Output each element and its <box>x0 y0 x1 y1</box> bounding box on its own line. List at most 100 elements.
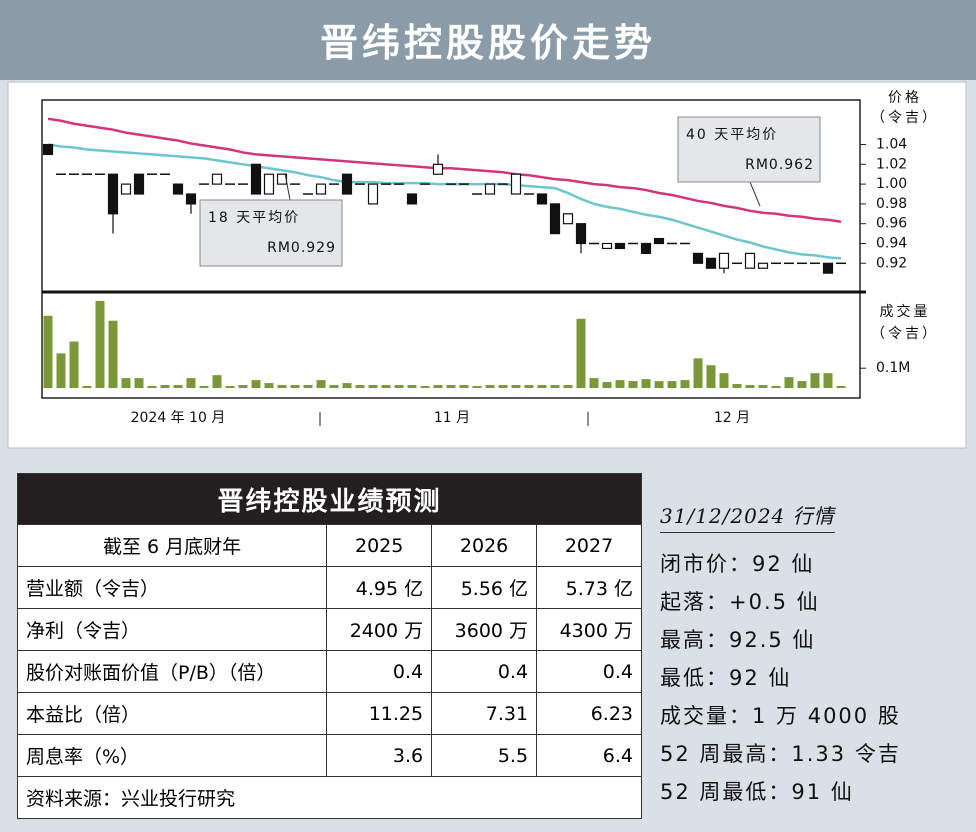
table-cell: 0.4 <box>431 650 538 693</box>
y-tick-label: 0.92 <box>876 255 907 271</box>
volume-bar <box>641 379 651 388</box>
volume-bar <box>693 358 703 388</box>
candle-body <box>341 173 353 195</box>
table-title: 晋纬控股业绩预测 <box>17 473 642 525</box>
volume-bar <box>433 385 443 388</box>
volume-bar <box>563 385 573 388</box>
volume-bar <box>316 380 326 388</box>
market-line: 成交量：1 万 4000 股 <box>660 704 901 728</box>
table-row: 营业额（令吉） 4.95 亿 5.56 亿 5.73 亿 <box>16 566 642 609</box>
volume-bar <box>238 385 248 388</box>
annotation-leader <box>284 172 291 201</box>
volume-bar <box>368 385 378 388</box>
table-header-row: 截至 6 月底财年 2025 2026 2027 <box>16 524 642 567</box>
volume-bar <box>95 300 105 388</box>
volume-bar <box>407 385 417 388</box>
y-axis-label: 价格 <box>888 90 922 106</box>
y-tick-label: 1.02 <box>876 156 907 172</box>
y-axis-label: （令吉） <box>871 326 939 342</box>
candle-body <box>536 193 548 205</box>
candle-body <box>718 252 730 269</box>
y-tick-label: 1.00 <box>876 176 907 192</box>
market-line: 52 周最高：1.33 令吉 <box>660 742 901 766</box>
table-cell: 6.23 <box>536 692 642 735</box>
market-panel: 31/12/2024 行情 闭市价：92 仙起落：+0.5 仙最高：92.5 仙最… <box>660 500 970 811</box>
candle-body <box>42 143 54 156</box>
candle-body <box>406 193 418 205</box>
volume-bar <box>680 380 690 388</box>
volume-bar <box>550 385 560 388</box>
table-header-cell: 2027 <box>536 524 642 567</box>
volume-bar <box>264 383 274 388</box>
candle-body <box>549 203 561 235</box>
market-line: 52 周最低：91 仙 <box>660 780 854 804</box>
table-header-cell: 2025 <box>326 524 433 567</box>
table-cell: 5.5 <box>431 734 538 777</box>
volume-bar <box>576 318 586 388</box>
volume-bar <box>134 378 144 388</box>
volume-bar <box>758 385 768 388</box>
candle-body <box>705 257 717 269</box>
volume-bar <box>732 384 742 388</box>
candle-body <box>211 173 223 185</box>
candle-body <box>640 242 652 254</box>
candle-body <box>484 183 496 195</box>
annotation-box <box>199 199 343 267</box>
market-line: 起落：+0.5 仙 <box>660 590 820 614</box>
table-cell: 净利（令吉） <box>16 608 328 651</box>
volume-bar <box>654 381 664 388</box>
volume-bar <box>537 385 547 388</box>
table-title-row: 晋纬控股业绩预测 <box>17 473 642 525</box>
y-tick-label: 1.04 <box>876 137 907 153</box>
volume-bar <box>381 385 391 388</box>
annotation-value: RM0.929 <box>267 240 336 256</box>
candle-body <box>120 183 132 195</box>
table-cell: 股价对账面价值（P/B）（倍） <box>16 650 328 693</box>
y-axis-label: 成交量 <box>880 303 931 320</box>
market-heading: 31/12/2024 行情 <box>660 500 835 533</box>
candle-body <box>172 183 184 195</box>
market-line: 最低：92 仙 <box>660 666 792 690</box>
table-cell: 本益比（倍） <box>16 692 328 735</box>
candle-body <box>653 237 665 245</box>
candle-body <box>250 163 262 195</box>
y-tick-label: 0.98 <box>876 196 907 212</box>
volume-bar <box>667 381 677 388</box>
volume-bar <box>836 386 846 388</box>
candle-body <box>185 193 197 205</box>
y-tick-label: 0.96 <box>876 216 907 232</box>
candle-body <box>692 252 704 264</box>
chart: 0.92 0.94 0.96 0.98 1.00 1.02 1.04 0.1M 价格 （令吉） 成交… <box>7 81 967 449</box>
table-cell: 营业额（令吉） <box>16 566 328 609</box>
y-axis-label: （令吉） <box>871 110 939 126</box>
table-source-row: 资料来源：兴业投行研究 <box>17 776 642 819</box>
volume-bar <box>355 385 365 388</box>
annotation-leader <box>749 181 761 207</box>
candle-body <box>822 262 834 274</box>
moving-average-line <box>47 117 842 223</box>
page-title: 晋纬控股股价走势 <box>0 0 976 80</box>
volume-bar <box>160 385 170 388</box>
y-tick-label: 0.94 <box>876 235 907 251</box>
table-cell: 3600 万 <box>431 608 538 651</box>
volume-bar <box>147 386 157 388</box>
annotation-value: RM0.962 <box>745 157 814 173</box>
plot-frame <box>41 99 861 399</box>
candle-body <box>263 173 275 195</box>
volume-bar <box>43 315 53 388</box>
volume-bar <box>342 383 352 388</box>
volume-bar <box>485 385 495 388</box>
table-cell: 0.4 <box>326 650 433 693</box>
volume-bar <box>303 385 313 388</box>
table-cell: 3.6 <box>326 734 433 777</box>
volume-bar <box>251 380 261 388</box>
volume-bar <box>446 385 456 388</box>
volume-bar <box>329 385 339 388</box>
volume-bar <box>797 381 807 388</box>
y-tick-label: 0.1M <box>876 360 910 376</box>
table-cell: 2400 万 <box>326 608 433 651</box>
table-header-cell: 2026 <box>431 524 538 567</box>
table-cell: 7.31 <box>431 692 538 735</box>
table-cell: 周息率（%） <box>16 734 328 777</box>
